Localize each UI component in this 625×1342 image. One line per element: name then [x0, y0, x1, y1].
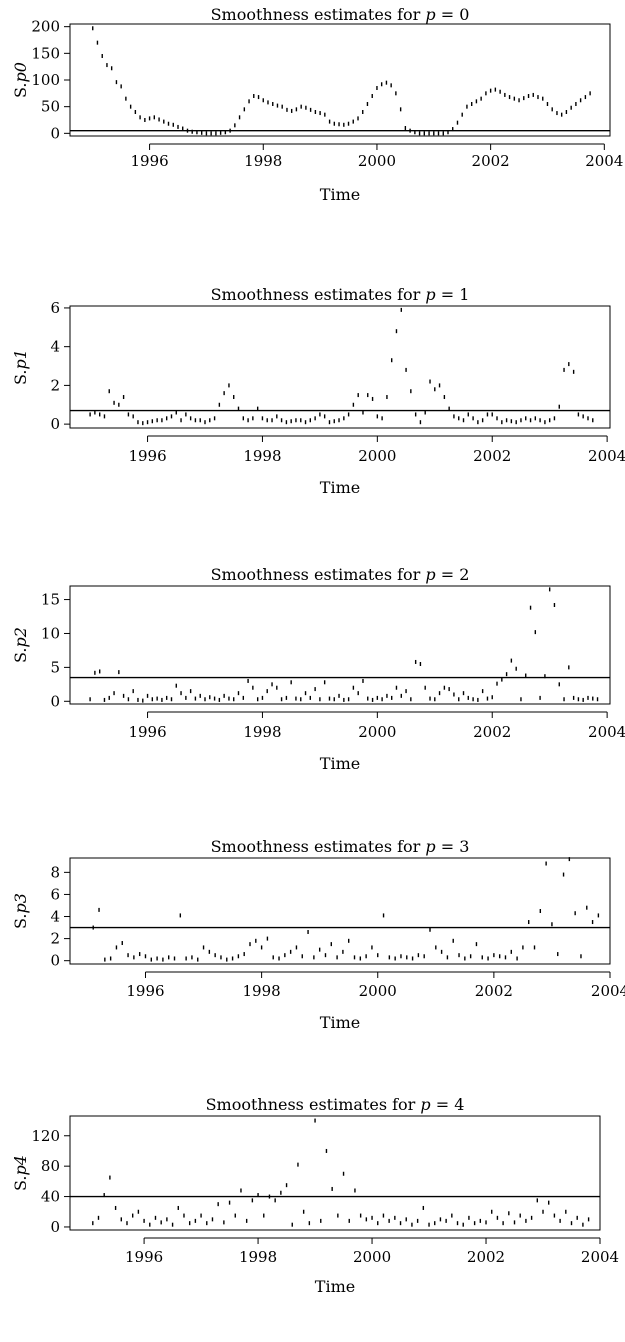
chart-title-var: p [425, 565, 435, 584]
plot-frame [69, 585, 611, 705]
x-tick-label: 2000 [358, 152, 396, 170]
y-axis-label-prefix: S. [11, 913, 30, 928]
y-axis-label: S.p3 [11, 893, 30, 929]
y-tick-label: 4 [50, 338, 60, 356]
x-tick-label: 1996 [125, 1248, 163, 1266]
x-axis-label: Time [320, 754, 360, 773]
x-tick-label: 1996 [128, 723, 166, 741]
y-tick-label: 0 [50, 415, 60, 433]
y-axis-label-var: p0 [11, 62, 30, 82]
x-axis-label: Time [315, 1277, 355, 1296]
y-tick-label: 120 [31, 1127, 60, 1145]
x-tick-label: 2004 [588, 447, 625, 465]
x-tick-label: 1998 [244, 152, 282, 170]
y-axis-label-var: p4 [11, 1155, 30, 1175]
x-tick-label: 2002 [473, 447, 511, 465]
y-axis-label: S.p2 [11, 627, 30, 663]
x-tick-label: 2000 [358, 447, 396, 465]
y-tick-label: 2 [50, 376, 60, 394]
y-tick-label: 150 [31, 44, 60, 62]
x-tick-label: 1996 [130, 152, 168, 170]
y-tick-label: 0 [50, 1218, 60, 1236]
y-tick-label: 200 [31, 18, 60, 36]
chart-title-eq: = 4 [431, 1095, 465, 1114]
y-axis-label-prefix: S. [11, 1175, 30, 1190]
y-axis-label: S.p4 [11, 1155, 30, 1191]
chart-title: Smoothness estimates for p = 4 [206, 1095, 465, 1114]
x-axis-label: Time [320, 478, 360, 497]
x-tick-label: 1998 [243, 982, 281, 1000]
x-tick-label: 1996 [128, 447, 166, 465]
x-tick-label: 2002 [472, 152, 510, 170]
chart-title-var: p [425, 837, 435, 856]
y-axis-label: S.p0 [11, 62, 30, 98]
plot-frame [69, 305, 611, 429]
chart-panel-p4: Smoothness estimates for p = 4 0 40 80 120 19… [11, 1095, 619, 1296]
chart-title-prefix: Smoothness estimates for [211, 285, 426, 304]
x-tick-label: 1998 [243, 723, 281, 741]
x-axis-label: Time [320, 185, 360, 204]
x-tick-label: 2004 [588, 723, 625, 741]
chart-panel-p1: Smoothness estimates for p = 1 0 2 4 6 1996 19… [11, 285, 625, 497]
chart-title-eq: = 0 [436, 5, 470, 24]
x-tick-label: 1996 [126, 982, 164, 1000]
y-tick-label: 50 [41, 98, 60, 116]
x-tick-label: 2004 [585, 152, 623, 170]
x-axis-label: Time [320, 1013, 360, 1032]
chart-title: Smoothness estimates for p = 0 [211, 5, 470, 24]
plot-frame [69, 23, 611, 137]
y-tick-label: 80 [41, 1157, 60, 1175]
y-axis-label-prefix: S. [11, 369, 30, 384]
y-axis-label-var: p2 [11, 627, 30, 647]
y-tick-label: 6 [50, 299, 60, 317]
y-axis-label-var: p3 [11, 893, 30, 913]
y-tick-label: 6 [50, 885, 60, 903]
chart-title: Smoothness estimates for p = 2 [211, 565, 470, 584]
y-tick-label: 40 [41, 1188, 60, 1206]
chart-panel-p0: Smoothness estimates for p = 0 0 50 100 150 2… [11, 5, 623, 204]
chart-title-prefix: Smoothness estimates for [211, 837, 426, 856]
x-tick-label: 2000 [358, 723, 396, 741]
y-tick-label: 8 [50, 863, 60, 881]
y-axis-label: S.p1 [11, 349, 30, 385]
plot-frame [69, 857, 611, 965]
x-tick-label: 2004 [581, 1248, 619, 1266]
chart-title: Smoothness estimates for p = 1 [211, 285, 470, 304]
chart-title-var: p [425, 285, 435, 304]
chart-title-eq: = 2 [436, 565, 470, 584]
y-tick-label: 0 [50, 692, 60, 710]
y-tick-label: 15 [41, 591, 60, 609]
y-tick-label: 100 [31, 71, 60, 89]
y-axis-label-prefix: S. [11, 82, 30, 97]
y-axis-label-prefix: S. [11, 647, 30, 662]
y-tick-label: 0 [50, 124, 60, 142]
y-tick-label: 2 [50, 930, 60, 948]
x-tick-label: 2002 [475, 982, 513, 1000]
y-tick-label: 5 [50, 658, 60, 676]
chart-title-eq: = 1 [436, 285, 470, 304]
x-tick-label: 1998 [243, 447, 281, 465]
x-tick-label: 2000 [359, 982, 397, 1000]
chart-title-prefix: Smoothness estimates for [211, 565, 426, 584]
chart-title-var: p [420, 1095, 430, 1114]
x-tick-label: 2000 [353, 1248, 391, 1266]
chart-title: Smoothness estimates for p = 3 [211, 837, 470, 856]
y-tick-label: 10 [41, 624, 60, 642]
chart-title-prefix: Smoothness estimates for [211, 5, 426, 24]
y-tick-label: 4 [50, 908, 60, 926]
chart-panel-p2: Smoothness estimates for p = 2 0 5 10 15 1996… [11, 565, 625, 773]
chart-title-var: p [425, 5, 435, 24]
x-tick-label: 2002 [467, 1248, 505, 1266]
x-tick-label: 2004 [591, 982, 625, 1000]
plot-frame [69, 1115, 601, 1231]
x-tick-label: 2002 [473, 723, 511, 741]
y-axis-label-var: p1 [11, 349, 30, 369]
chart-title-prefix: Smoothness estimates for [206, 1095, 421, 1114]
chart-title-eq: = 3 [436, 837, 470, 856]
chart-panel-p3: Smoothness estimates for p = 3 0 2 4 6 8 1996 1… [11, 837, 625, 1032]
x-tick-label: 1998 [239, 1248, 277, 1266]
y-tick-label: 0 [50, 952, 60, 970]
